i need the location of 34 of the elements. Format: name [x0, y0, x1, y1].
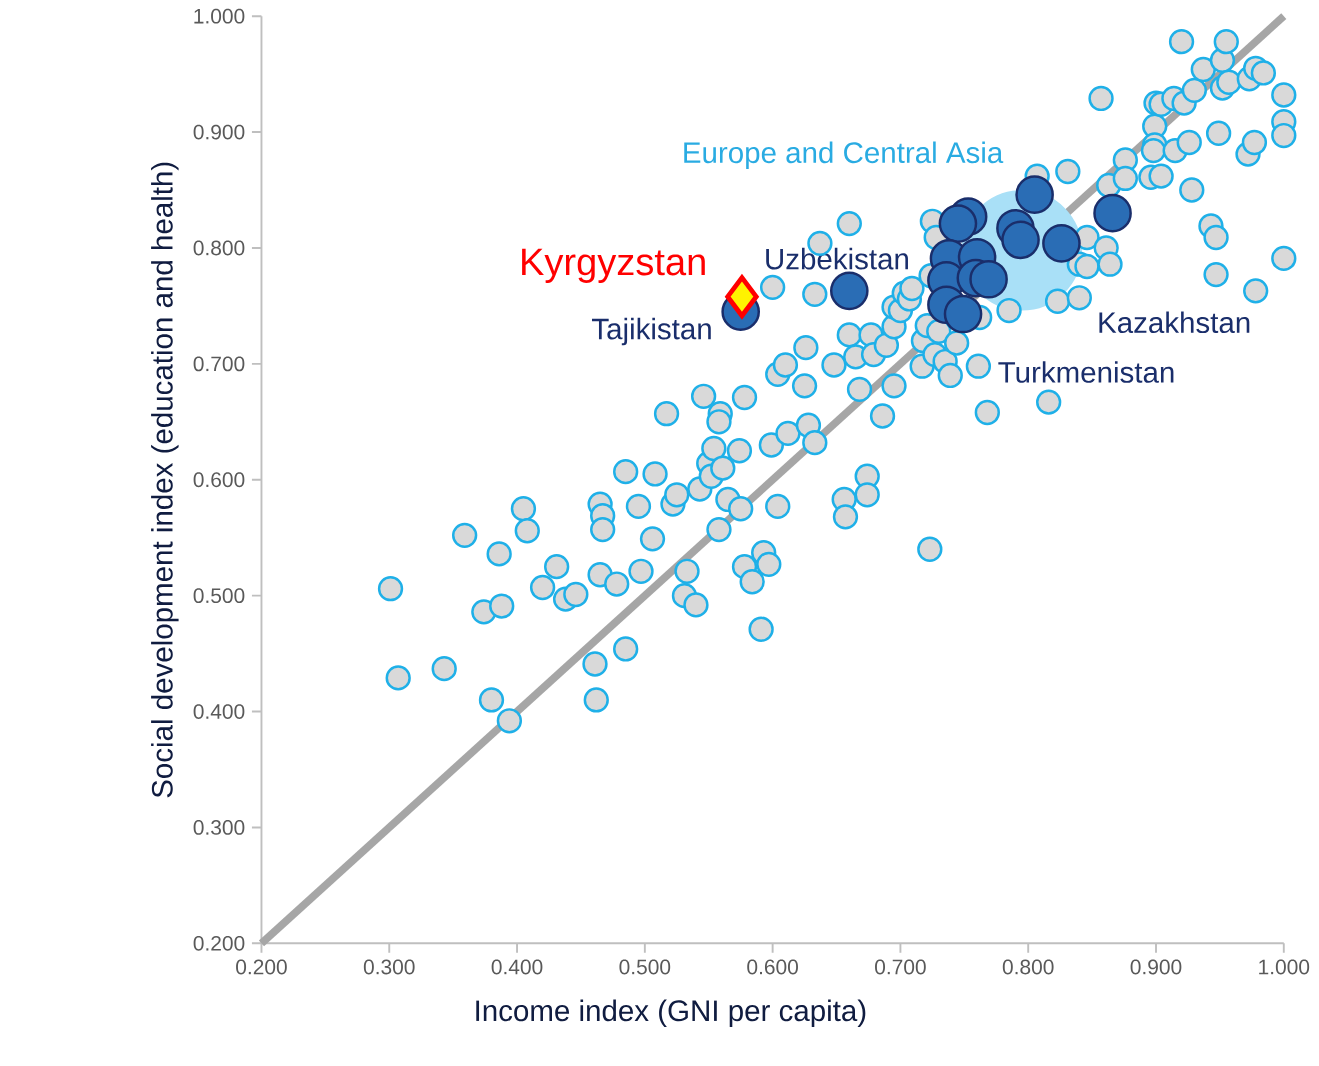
point	[1042, 223, 1081, 263]
y-tick-label: 0.200	[193, 935, 245, 951]
x-tick-label: 0.400	[491, 959, 543, 975]
y-tick-label: 0.900	[193, 124, 245, 140]
x-axis-title: Income index (GNI per capita)	[476, 999, 866, 1027]
point	[725, 275, 759, 318]
point	[938, 204, 978, 243]
x-tick-label: 0.500	[619, 959, 671, 975]
x-tick-label: 0.900	[1130, 959, 1182, 975]
x-tick-label: 0.700	[875, 959, 926, 975]
y-tick-label: 0.600	[193, 472, 245, 488]
annotation: Kazakhstan	[1099, 311, 1250, 334]
y-tick-label: 0.500	[193, 588, 245, 604]
point	[943, 294, 983, 334]
x-tick-label: 1.000	[1259, 959, 1310, 975]
x-tick-label: 0.200	[236, 959, 287, 975]
annotation: Uzbekistan	[766, 247, 908, 270]
point	[1015, 175, 1054, 214]
point	[829, 271, 869, 311]
y-tick-label: 0.800	[193, 240, 245, 256]
x-tick-label: 0.300	[363, 959, 415, 975]
point	[969, 259, 1008, 299]
y-tick-label: 0.400	[193, 704, 245, 719]
point	[1093, 193, 1132, 233]
annotation: Turkmenistan	[998, 361, 1174, 383]
y-tick-label: 0.700	[193, 356, 245, 372]
y-tick-label: 0.300	[193, 819, 245, 835]
series-label: Europe and Central Asia	[684, 141, 1004, 169]
y-tick-label: 1.000	[194, 8, 245, 24]
x-tick-label: 0.800	[1002, 959, 1054, 975]
series-label: Kyrgyzstan	[522, 248, 705, 283]
x-tick-label: 0.600	[747, 959, 798, 975]
annotation: Tajikistan	[591, 317, 711, 346]
y-axis-title: Social development index (education and health)	[151, 162, 179, 798]
